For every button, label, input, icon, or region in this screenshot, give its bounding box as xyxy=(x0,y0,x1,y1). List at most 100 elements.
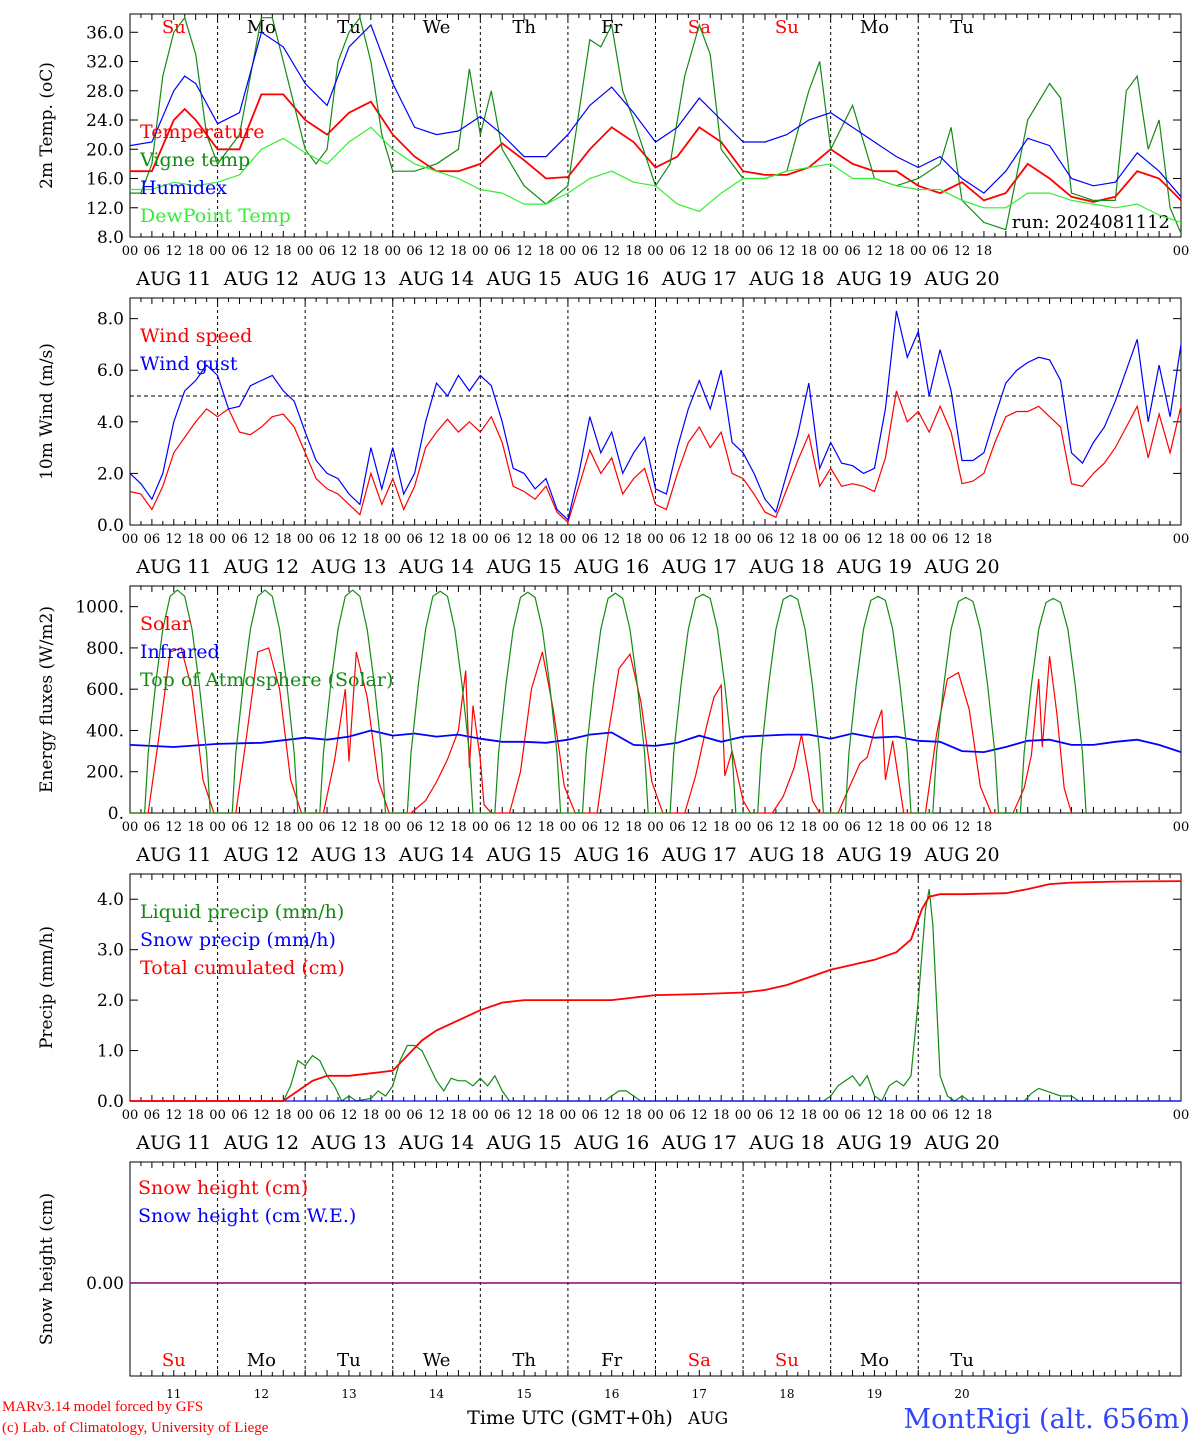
day-abbr-label: Mo xyxy=(247,1350,276,1371)
hour-tick-label: 00 xyxy=(735,820,752,835)
y-tick-label: 8.0 xyxy=(97,310,124,330)
date-label: AUG 12 xyxy=(223,556,299,578)
day-abbr-label: Su xyxy=(162,1350,186,1371)
hour-tick-label: 00 xyxy=(384,532,401,547)
date-label: AUG 18 xyxy=(748,268,824,290)
hour-tick-label: 06 xyxy=(231,532,248,547)
hour-tick-label: 00 xyxy=(297,244,314,259)
date-label: AUG 17 xyxy=(661,844,737,866)
series-line xyxy=(129,729,1182,754)
hour-tick-label: 06 xyxy=(844,1108,861,1123)
series-line xyxy=(130,888,1181,1102)
hour-tick-label: 12 xyxy=(779,820,796,835)
day-abbr-label: Mo xyxy=(860,17,889,38)
day-abbr-label: Sa xyxy=(688,17,711,38)
panel-4: 0.0 1.0 2.0 3.0 4.0 Precip (mm/h) 00 06 12 18 AUG … xyxy=(37,873,1189,1154)
day-abbr-label: We xyxy=(423,17,451,38)
legend-entry: Liquid precip (mm/h) xyxy=(140,901,344,923)
date-label: AUG 17 xyxy=(661,1132,737,1154)
date-label: AUG 11 xyxy=(135,556,211,578)
date-label: AUG 15 xyxy=(486,1132,562,1154)
legend-entry: Top of Atmosphere (Solar) xyxy=(140,669,393,691)
run-label: run: 2024081112 xyxy=(1012,212,1170,233)
day-abbr-label: Su xyxy=(775,17,799,38)
date-label: AUG 13 xyxy=(310,556,386,578)
hour-tick-label: 18 xyxy=(187,244,204,259)
hour-tick-label: 12 xyxy=(166,820,183,835)
hour-tick-label: 06 xyxy=(757,244,774,259)
hour-tick-label: 06 xyxy=(932,820,949,835)
hour-tick-label: 06 xyxy=(669,1108,686,1123)
hour-tick-label: 18 xyxy=(450,244,467,259)
day-abbr-label: Tu xyxy=(950,1350,974,1371)
plot-frame xyxy=(129,13,1182,238)
y-tick-label: 3.0 xyxy=(97,941,124,961)
hour-tick-label: 06 xyxy=(231,1108,248,1123)
legend-entry: Vigne temp xyxy=(139,149,250,171)
hour-tick-label: 06 xyxy=(406,244,423,259)
hour-tick-label: 12 xyxy=(603,820,620,835)
series-line xyxy=(130,126,1182,223)
hour-tick-label: 12 xyxy=(866,532,883,547)
hour-tick-label: 00 xyxy=(822,244,839,259)
date-label: AUG 14 xyxy=(398,1132,474,1154)
hour-tick-label: 00 xyxy=(647,244,664,259)
hour-tick-label: 18 xyxy=(713,532,730,547)
hour-tick-label: 06 xyxy=(582,820,599,835)
y-tick-label: 2.0 xyxy=(97,464,124,484)
lab-credit: (c) Lab. of Climatology, University of L… xyxy=(2,1420,269,1436)
hour-tick-label: 00 xyxy=(122,532,139,547)
hour-tick-label: 00 xyxy=(472,532,489,547)
hour-tick-label: 18 xyxy=(625,1108,642,1123)
hour-tick-label: 18 xyxy=(713,1108,730,1123)
hour-tick-label: 12 xyxy=(516,532,533,547)
date-label: AUG 11 xyxy=(135,1132,211,1154)
y-tick-label: 4.0 xyxy=(97,890,124,910)
hour-tick-label: 00 xyxy=(297,532,314,547)
hour-tick-label: 06 xyxy=(494,1108,511,1123)
hour-tick-label: 12 xyxy=(428,1108,445,1123)
x-axis-label: Time UTC (GMT+0h) xyxy=(467,1407,673,1429)
hour-tick-label: 12 xyxy=(866,820,883,835)
legend-entry: DewPoint Temp xyxy=(140,205,291,227)
hour-tick-label: 18 xyxy=(713,820,730,835)
y-tick-label: 2.0 xyxy=(97,991,124,1011)
hour-tick-label: 12 xyxy=(603,1108,620,1123)
hour-tick-label: 12 xyxy=(516,820,533,835)
hour-tick-label: 00 xyxy=(297,820,314,835)
hour-tick-label: 00 xyxy=(910,244,927,259)
hour-tick-label: 00 xyxy=(122,244,139,259)
day-number-label: 12 xyxy=(254,1387,269,1401)
hour-tick-label: 06 xyxy=(844,820,861,835)
date-label: AUG 19 xyxy=(836,1132,912,1154)
hour-tick-label: 06 xyxy=(757,1108,774,1123)
date-label: AUG 19 xyxy=(836,844,912,866)
date-label: AUG 14 xyxy=(398,844,474,866)
hour-tick-label: 06 xyxy=(844,244,861,259)
y-tick-label: 4.0 xyxy=(97,413,124,433)
hour-tick-label: 00 xyxy=(560,820,577,835)
hour-tick-label: 00 xyxy=(384,1108,401,1123)
day-abbr-label: Mo xyxy=(247,17,276,38)
date-label: AUG 20 xyxy=(923,556,999,578)
panel-3: 0. 200. 400. 600. 800. 1000. Energy fluxes (W/… xyxy=(37,585,1189,866)
date-label: AUG 19 xyxy=(836,268,912,290)
hour-tick-label: 12 xyxy=(166,1108,183,1123)
date-label: AUG 18 xyxy=(748,844,824,866)
y-tick-label: 32.0 xyxy=(86,53,124,73)
hour-tick-label: 18 xyxy=(976,244,993,259)
hour-tick-label: 18 xyxy=(888,820,905,835)
hour-tick-label: 12 xyxy=(253,244,270,259)
y-tick-label: 800. xyxy=(86,639,124,659)
hour-tick-label: 12 xyxy=(341,820,358,835)
hour-tick-label: 12 xyxy=(603,244,620,259)
hour-tick-label: 12 xyxy=(866,244,883,259)
hour-tick-label: 12 xyxy=(691,1108,708,1123)
hour-tick-label: 06 xyxy=(669,244,686,259)
hour-tick-label: 06 xyxy=(582,244,599,259)
day-number-label: 16 xyxy=(604,1387,619,1401)
hour-tick-label: 00 xyxy=(209,1108,226,1123)
hour-tick-label: 18 xyxy=(363,1108,380,1123)
hour-tick-label: 18 xyxy=(800,1108,817,1123)
date-label: AUG 14 xyxy=(398,556,474,578)
